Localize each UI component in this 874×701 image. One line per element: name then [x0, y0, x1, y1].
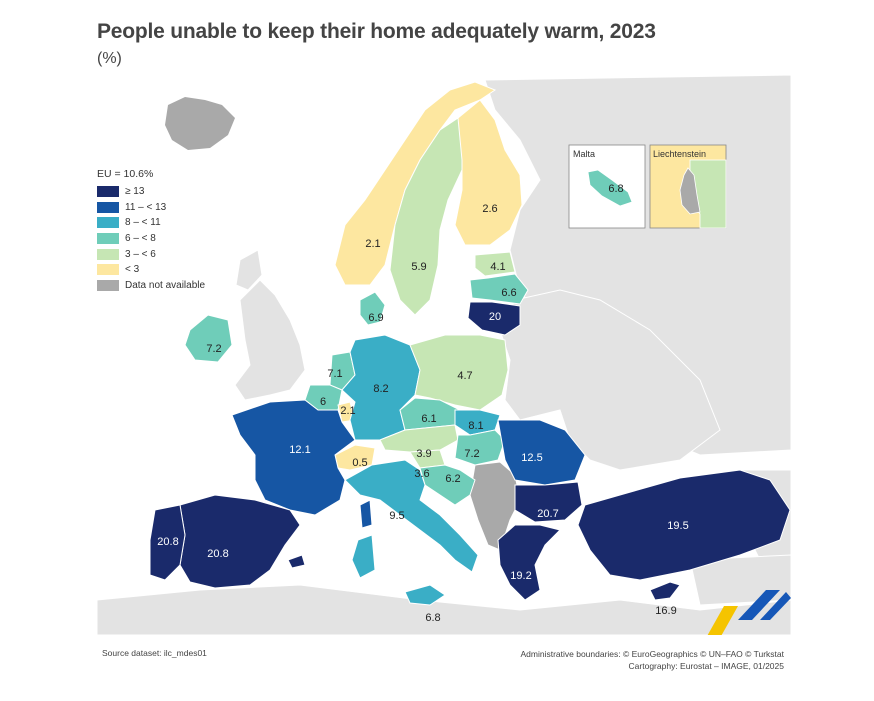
value-czechia: 6.1	[421, 413, 436, 425]
value-italy: 9.5	[389, 510, 404, 522]
credit-cartography: Cartography: Eurostat – IMAGE, 01/2025	[628, 661, 784, 671]
ireland-shape	[184, 314, 233, 363]
value-denmark: 6.9	[368, 312, 383, 324]
france-shape	[231, 399, 356, 516]
value-latvia: 6.6	[501, 287, 516, 299]
croatia-shape	[419, 464, 476, 506]
value-hungary: 7.2	[464, 448, 479, 460]
legend-item: Data not available	[97, 278, 205, 294]
credits: Administrative boundaries: © EuroGeograp…	[520, 648, 784, 672]
bulgaria-shape	[514, 481, 583, 523]
value-spain: 20.8	[207, 548, 228, 560]
romania-shape	[497, 419, 586, 486]
lithuania-shape	[467, 301, 521, 336]
north-africa-land	[97, 584, 791, 635]
turkiye-shape	[577, 469, 791, 581]
legend-label: ≥ 13	[125, 186, 145, 198]
estonia-shape	[474, 251, 516, 277]
value-norway: 2.1	[365, 238, 380, 250]
liechtenstein-inset: Liechtenstein	[649, 144, 727, 229]
legend-label: 3 – < 6	[125, 248, 156, 260]
value-belgium: 6	[320, 396, 326, 408]
liechtenstein-inset-shape	[679, 167, 701, 215]
value-finland: 2.6	[482, 203, 497, 215]
eurostat-logo	[707, 590, 791, 635]
legend-item: < 3	[97, 262, 205, 278]
balearic-shape	[287, 554, 306, 569]
value-sweden: 5.9	[411, 261, 426, 273]
value-austria: 3.9	[416, 448, 431, 460]
liechtenstein-inset-label: Liechtenstein	[653, 149, 706, 159]
latvia-shape	[469, 273, 529, 305]
value-cyprus: 16.9	[655, 605, 676, 617]
finland-shape	[454, 99, 523, 246]
legend-swatch	[97, 217, 119, 229]
legend-label: < 3	[125, 264, 140, 276]
value-ireland: 7.2	[206, 343, 221, 355]
legend-item: 8 – < 11	[97, 215, 205, 231]
value-lithuania: 20	[489, 311, 501, 323]
legend-label: Data not available	[125, 279, 206, 291]
hungary-shape	[454, 429, 506, 466]
value-slovakia: 8.1	[468, 420, 483, 432]
legend-swatch	[97, 279, 119, 291]
legend-swatch	[97, 201, 119, 213]
value-romania: 12.5	[521, 452, 542, 464]
legend-swatch	[97, 248, 119, 260]
value-france: 12.1	[289, 444, 310, 456]
value-labels: 2.1 5.9 2.6 4.1 6.6 20 6.9 7.2 7.1 6 2.1…	[157, 203, 688, 624]
value-luxembourg: 2.1	[340, 405, 355, 417]
denmark-shape	[359, 291, 386, 326]
ukraine-belarus-land	[499, 289, 721, 471]
legend-title: EU = 10.6%	[97, 168, 154, 180]
credit-boundaries: Administrative boundaries: © EuroGeograp…	[520, 649, 784, 659]
legend-swatch	[97, 186, 119, 198]
value-slovenia: 3.6	[414, 468, 429, 480]
legend-item: ≥ 13	[97, 184, 205, 200]
map-title: People unable to keep their home adequat…	[97, 20, 656, 43]
malta-inset-label: Malta	[573, 149, 595, 159]
value-poland: 4.7	[457, 370, 472, 382]
value-netherlands: 7.1	[327, 368, 342, 380]
source-note: Source dataset: ilc_mdes01	[102, 648, 207, 658]
greece-shape	[497, 524, 561, 601]
sardinia-shape	[351, 534, 376, 579]
corsica-shape	[359, 499, 373, 529]
italy-shape	[344, 459, 479, 573]
portugal-shape	[149, 504, 186, 581]
value-bulgaria: 20.7	[537, 508, 558, 520]
value-croatia: 6.2	[445, 473, 460, 485]
value-estonia: 4.1	[490, 261, 505, 273]
legend-label: 11 – < 13	[125, 201, 167, 213]
legend-swatch	[97, 233, 119, 245]
malta-inset: Malta 6.8	[568, 144, 646, 229]
cyprus-shape	[649, 581, 681, 601]
value-portugal: 20.8	[157, 536, 178, 548]
sicily-shape	[404, 584, 446, 606]
choropleth-map: 2.1 5.9 2.6 4.1 6.6 20 6.9 7.2 7.1 6 2.1…	[97, 75, 791, 635]
legend-label: 6 – < 8	[125, 233, 156, 245]
value-germany: 8.2	[373, 383, 388, 395]
uk-north-land	[235, 249, 263, 291]
iceland-shape	[165, 97, 235, 150]
value-turkiye: 19.5	[667, 520, 688, 532]
legend-item: 3 – < 6	[97, 246, 205, 262]
value-malta-inset: 6.8	[608, 183, 623, 195]
sweden-shape	[389, 117, 471, 316]
legend-label: 8 – < 11	[125, 217, 161, 229]
legend-swatch	[97, 264, 119, 276]
value-switzerland: 0.5	[352, 457, 367, 469]
map-legend: EU = 10.6% ≥ 13 11 – < 13 8 – < 11 6 – <…	[97, 168, 205, 293]
map-unit: (%)	[97, 50, 122, 67]
legend-item: 11 – < 13	[97, 200, 205, 216]
legend-item: 6 – < 8	[97, 231, 205, 247]
poland-shape	[409, 334, 509, 411]
value-greece: 19.2	[510, 570, 531, 582]
uk-land	[234, 279, 306, 401]
value-malta: 6.8	[425, 612, 440, 624]
malta-inset-shape	[587, 169, 633, 207]
